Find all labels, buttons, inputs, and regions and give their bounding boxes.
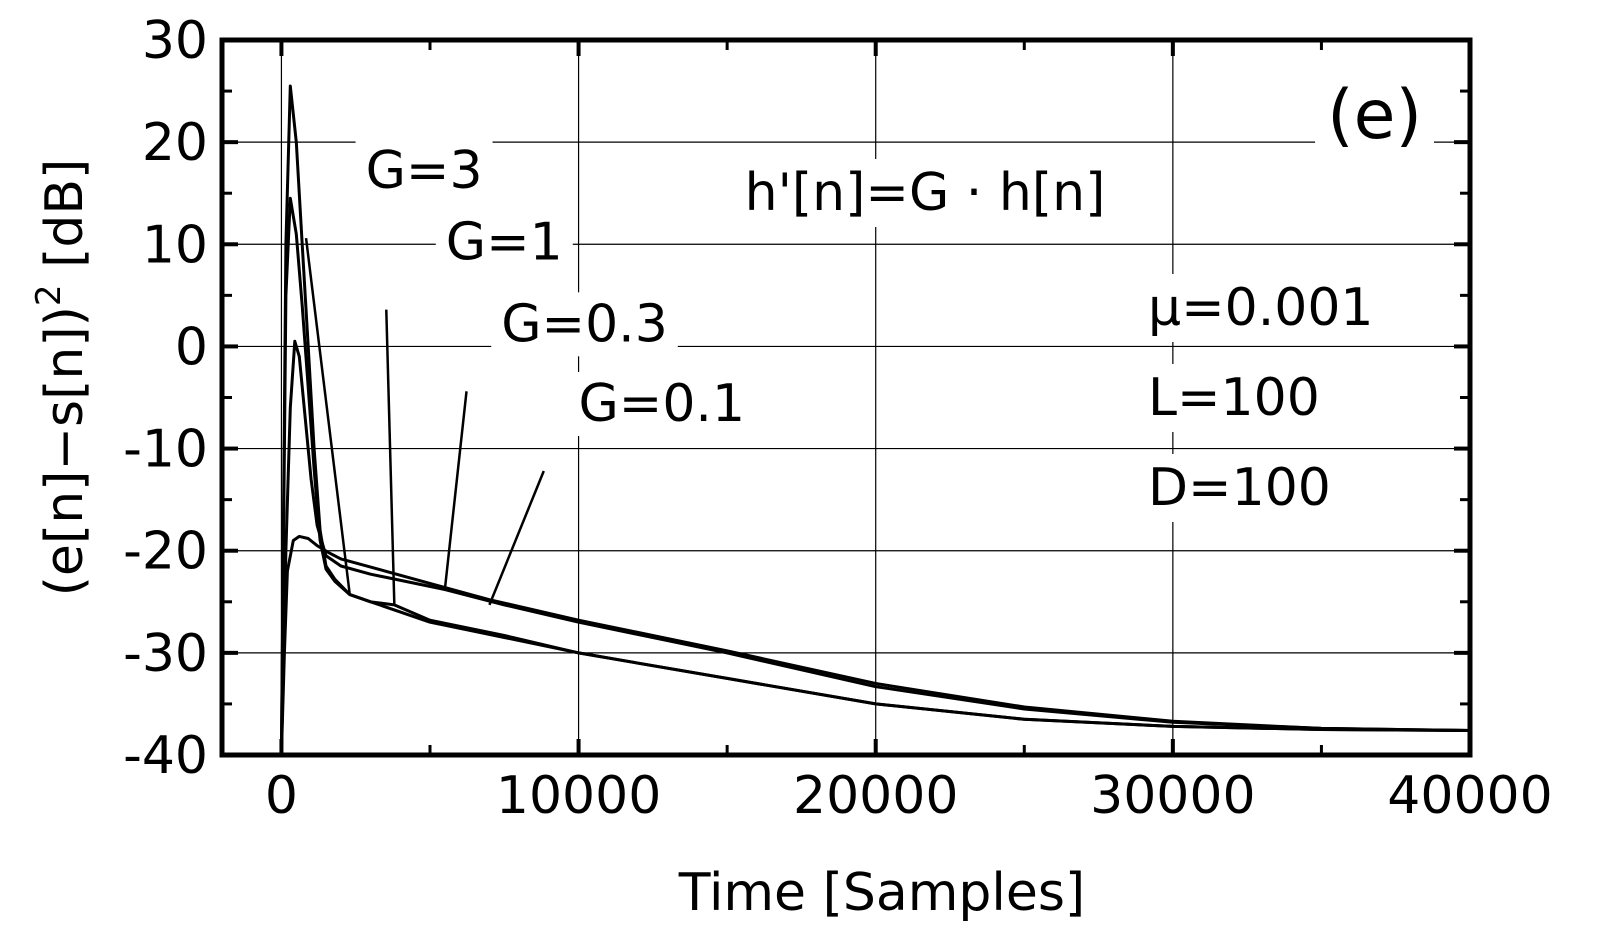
x-axis-label: Time [Samples] <box>678 863 1085 923</box>
series-leader-line <box>488 470 545 606</box>
series-leader-line <box>443 391 468 590</box>
x-tick-label: 30000 <box>1090 766 1255 826</box>
annotation-background <box>1136 454 1343 522</box>
annotation-background <box>732 159 1118 227</box>
series-line-3 <box>279 339 1471 756</box>
l-annotation: L=100 <box>1148 368 1320 428</box>
series-line-2 <box>279 196 1471 756</box>
y-tick-label: 30 <box>142 11 208 71</box>
x-tick-label: 40000 <box>1387 766 1552 826</box>
series-leader-line <box>304 237 352 595</box>
x-tick-label: 10000 <box>496 766 661 826</box>
series-label-background <box>435 210 573 275</box>
series-line-4 <box>279 534 1471 756</box>
equation-annotation: h'[n]=G · h[n] <box>745 163 1106 223</box>
y-axis-label: (e[n]−s[n])2 [dB] <box>29 159 95 597</box>
y-axis-label-main: (e[n]−s[n]) <box>35 306 95 596</box>
y-tick-label: -30 <box>123 624 208 684</box>
y-tick-label: -40 <box>123 726 208 786</box>
mu-annotation: μ=0.001 <box>1148 278 1374 338</box>
series-label: G=0.1 <box>578 374 745 434</box>
d-annotation: D=100 <box>1148 458 1331 518</box>
annot-layer: G=3 G=1 G=0.3 G=0.1 <box>304 139 756 606</box>
series-label-background <box>568 371 756 436</box>
y-axis-label-unit: [dB] <box>35 159 95 285</box>
series-label-background <box>491 292 678 357</box>
annotation-background <box>1136 274 1386 342</box>
y-tick-label: 20 <box>142 113 208 173</box>
series-label: G=0.3 <box>501 294 668 354</box>
x-tick-label: 20000 <box>793 766 958 826</box>
y-tick-label: -10 <box>123 420 208 480</box>
y-axis-label-superscript: 2 <box>29 284 69 306</box>
plot-frame <box>219 37 1473 758</box>
y-tick-label: 10 <box>142 215 208 275</box>
y-tick-label: 0 <box>175 317 208 377</box>
series-label: G=3 <box>366 141 483 201</box>
tick-layer: 0 10000 20000 30000 40000 -40 -30 -20 -10 0 10 20 30 <box>123 11 1553 826</box>
panel-label: (e) <box>1327 76 1422 155</box>
series-label: G=1 <box>446 213 563 273</box>
x-tick-label: 0 <box>265 766 298 826</box>
annotation-background <box>1315 72 1434 159</box>
annotation-background <box>1136 364 1332 432</box>
y-tick-label: -20 <box>123 522 208 582</box>
series-label-background <box>355 139 493 204</box>
series-leader-line <box>385 309 396 605</box>
